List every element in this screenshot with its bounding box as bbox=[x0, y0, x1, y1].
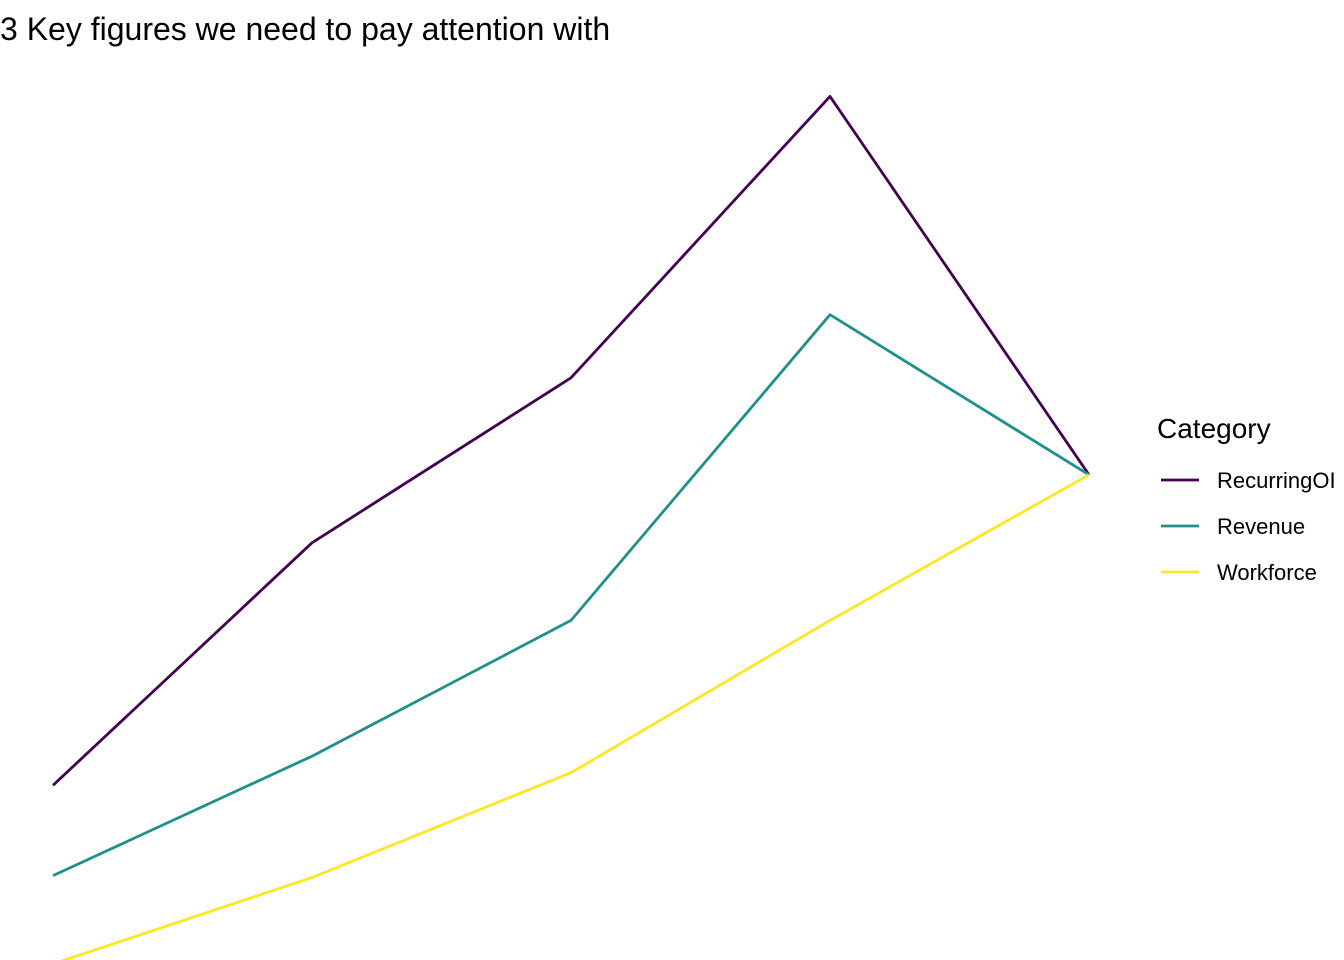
legend-label-revenue: Revenue bbox=[1217, 514, 1305, 539]
legend: Category RecurringOI Revenue Workforce bbox=[1157, 413, 1336, 585]
chart-title: 3 Key figures we need to pay attention w… bbox=[0, 11, 610, 47]
series-line-recurringoi bbox=[52, 95, 1091, 787]
series-line-workforce bbox=[60, 473, 1090, 960]
legend-label-recurringoi: RecurringOI bbox=[1217, 468, 1336, 493]
legend-items: RecurringOI Revenue Workforce bbox=[1161, 468, 1336, 585]
plot-area bbox=[52, 95, 1091, 960]
legend-title: Category bbox=[1157, 413, 1271, 444]
legend-label-workforce: Workforce bbox=[1217, 560, 1317, 585]
series-line-revenue bbox=[52, 313, 1090, 877]
